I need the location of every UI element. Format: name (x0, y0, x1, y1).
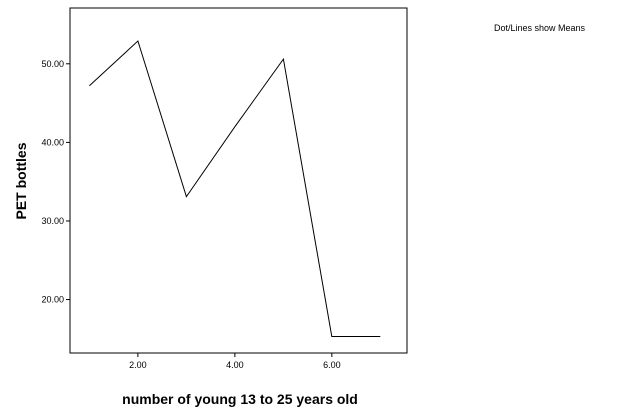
plot-frame (69, 7, 408, 354)
x-axis-title: number of young 13 to 25 years old (122, 391, 358, 407)
x-axis: 2.00 4.00 6.00 (129, 353, 341, 370)
y-tick-label: 50.00 (41, 59, 64, 69)
y-axis-title: PET bottles (13, 142, 29, 219)
x-tick-label: 2.00 (129, 360, 147, 370)
x-tick-label: 6.00 (323, 360, 341, 370)
y-tick-label: 20.00 (41, 295, 64, 305)
means-note: Dot/Lines show Means (494, 23, 586, 33)
y-tick-label: 40.00 (41, 137, 64, 147)
y-axis: 20.00 30.00 40.00 50.00 (41, 59, 70, 305)
y-tick-label: 30.00 (41, 216, 64, 226)
series-line (89, 40, 381, 337)
x-tick-label: 4.00 (226, 360, 244, 370)
